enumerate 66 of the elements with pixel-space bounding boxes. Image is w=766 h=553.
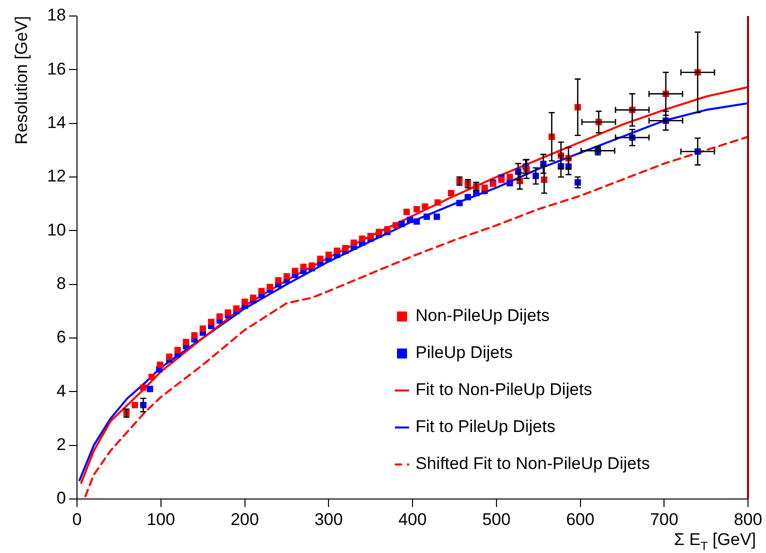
point	[148, 374, 155, 380]
y-axis-title: Resolution [GeV]	[12, 16, 31, 145]
point	[132, 402, 138, 408]
point	[424, 214, 430, 220]
point	[398, 220, 405, 228]
point	[506, 174, 513, 180]
point	[392, 222, 399, 228]
point	[191, 332, 198, 338]
x-tick-label: 500	[482, 510, 511, 529]
legend-label: Fit to PileUp Dijets	[416, 417, 556, 436]
point	[350, 240, 357, 246]
point	[414, 218, 420, 225]
point	[384, 226, 391, 233]
point	[506, 180, 513, 186]
point	[403, 208, 410, 216]
y-tick-label: 10	[47, 220, 66, 240]
y-tick-label: 2	[56, 435, 66, 454]
y-tick-label: 6	[56, 328, 66, 347]
legend-label: Non-PileUp Dijets	[416, 306, 550, 326]
point	[166, 354, 172, 360]
legend-label: PileUp Dijets	[416, 343, 513, 362]
point	[292, 268, 298, 274]
point	[156, 362, 164, 368]
x-tick-label: 200	[230, 510, 259, 529]
x-tick-label: 100	[146, 510, 176, 529]
x-tick-label: 600	[566, 510, 594, 529]
y-tick-label: 14	[47, 113, 66, 132]
point	[325, 252, 332, 258]
point	[308, 262, 316, 269]
point	[284, 273, 290, 280]
point	[448, 190, 454, 196]
y-tick-label: 12	[47, 166, 66, 186]
y-tick-label: 16	[47, 59, 66, 78]
y-tick-label: 18	[47, 6, 66, 25]
point	[208, 318, 214, 326]
y-tick-label: 0	[56, 488, 66, 508]
point	[434, 199, 441, 206]
point	[422, 203, 428, 210]
x-tick-label: 700	[650, 510, 678, 529]
x-tick-label: 0	[72, 510, 82, 529]
point	[464, 194, 472, 200]
point	[275, 277, 282, 284]
point	[140, 384, 146, 391]
x-tick-label: 400	[398, 510, 427, 529]
point	[242, 298, 248, 305]
y-tick-label: 4	[56, 381, 66, 400]
point	[200, 325, 206, 332]
point	[266, 284, 274, 290]
point	[334, 248, 340, 254]
point	[481, 184, 488, 191]
point	[300, 264, 307, 270]
point	[498, 176, 505, 183]
point	[358, 236, 366, 242]
point	[434, 214, 440, 220]
legend-label: Shifted Fit to Non-PileUp Dijets	[416, 454, 650, 474]
x-tick-label: 800	[734, 510, 762, 529]
x-tick-label: 300	[314, 510, 343, 529]
point	[414, 206, 420, 212]
legend-label: Fit to Non-PileUp Dijets	[416, 380, 592, 400]
point	[216, 313, 223, 320]
point	[174, 346, 181, 354]
point	[233, 305, 240, 312]
y-tick-label: 8	[56, 274, 66, 294]
point	[342, 244, 349, 252]
point	[317, 256, 324, 262]
point	[250, 294, 256, 301]
